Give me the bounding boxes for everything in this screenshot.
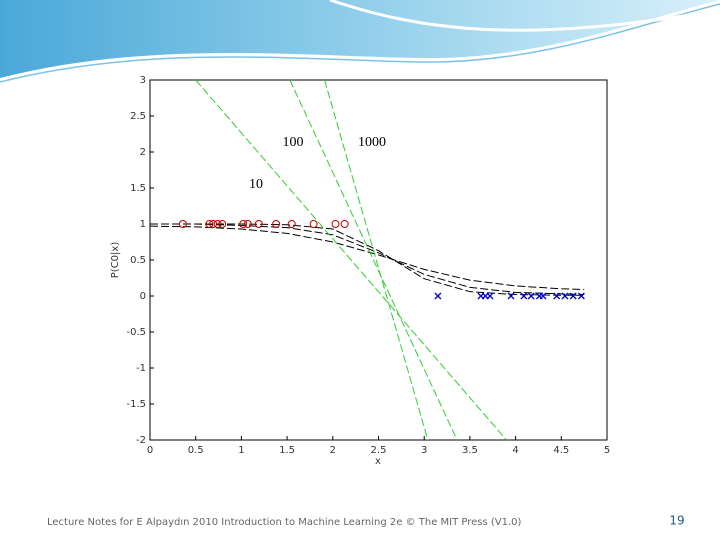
x-tick-label: 0.5 — [188, 445, 204, 456]
x-tick-label: 4.5 — [553, 445, 569, 456]
curve — [150, 223, 585, 296]
x-axis-label: x — [375, 456, 381, 467]
point — [309, 220, 318, 228]
y-tick-label: 1 — [140, 219, 146, 230]
curve — [149, 225, 585, 291]
point — [340, 220, 349, 228]
point — [287, 220, 296, 228]
point — [213, 220, 222, 228]
point — [561, 292, 569, 300]
point — [178, 220, 187, 228]
y-tick-label: -1 — [136, 363, 146, 374]
y-tick-label: -2 — [136, 435, 146, 446]
header-wave — [0, 0, 720, 78]
y-tick-label: -1.5 — [126, 399, 146, 410]
point — [254, 220, 263, 228]
x-tick-label: 2.5 — [371, 445, 387, 456]
y-tick-label: 0.5 — [130, 255, 146, 266]
y-tick-label: 0 — [140, 291, 146, 302]
x-tick-label: 5 — [604, 445, 610, 456]
footer-text: Lecture Notes for E Alpaydın 2010 Introd… — [47, 517, 522, 528]
curve — [289, 79, 458, 441]
x-tick-label: 1 — [238, 445, 244, 456]
y-tick-label: 3 — [140, 75, 146, 86]
y-tick-label: 2.5 — [130, 111, 146, 122]
point — [209, 220, 218, 228]
x-tick-label: 2 — [330, 445, 336, 456]
y-tick-label: 1.5 — [130, 183, 146, 194]
annotation: 100 — [283, 135, 304, 150]
point — [239, 220, 248, 228]
x-tick-label: 3.5 — [462, 445, 478, 456]
point — [331, 220, 340, 228]
point — [553, 292, 561, 300]
curve — [150, 223, 585, 296]
point — [272, 220, 281, 228]
point — [569, 292, 577, 300]
header-line — [0, 3, 720, 83]
x-tick-label: 3 — [421, 445, 427, 456]
point — [243, 220, 252, 228]
curve — [324, 79, 429, 441]
point — [205, 220, 214, 228]
figure-bg — [105, 74, 613, 466]
curve — [195, 79, 507, 441]
point — [434, 292, 442, 300]
point — [520, 292, 528, 300]
annotation: 10 — [249, 177, 263, 192]
page-number: 19 — [669, 514, 684, 528]
x-tick-label: 1.5 — [279, 445, 295, 456]
point — [539, 292, 547, 300]
point — [527, 292, 535, 300]
point — [507, 292, 515, 300]
x-tick-label: 0 — [147, 445, 153, 456]
y-tick-label: -0.5 — [126, 327, 146, 338]
point — [577, 292, 585, 300]
point — [486, 292, 494, 300]
point — [218, 220, 227, 228]
y-axis-label: P(C0|x) — [110, 242, 121, 279]
annotation: 1000 — [358, 135, 386, 150]
x-tick-label: 4 — [512, 445, 518, 456]
header-highlight — [329, 0, 720, 32]
y-tick-label: 2 — [140, 147, 146, 158]
